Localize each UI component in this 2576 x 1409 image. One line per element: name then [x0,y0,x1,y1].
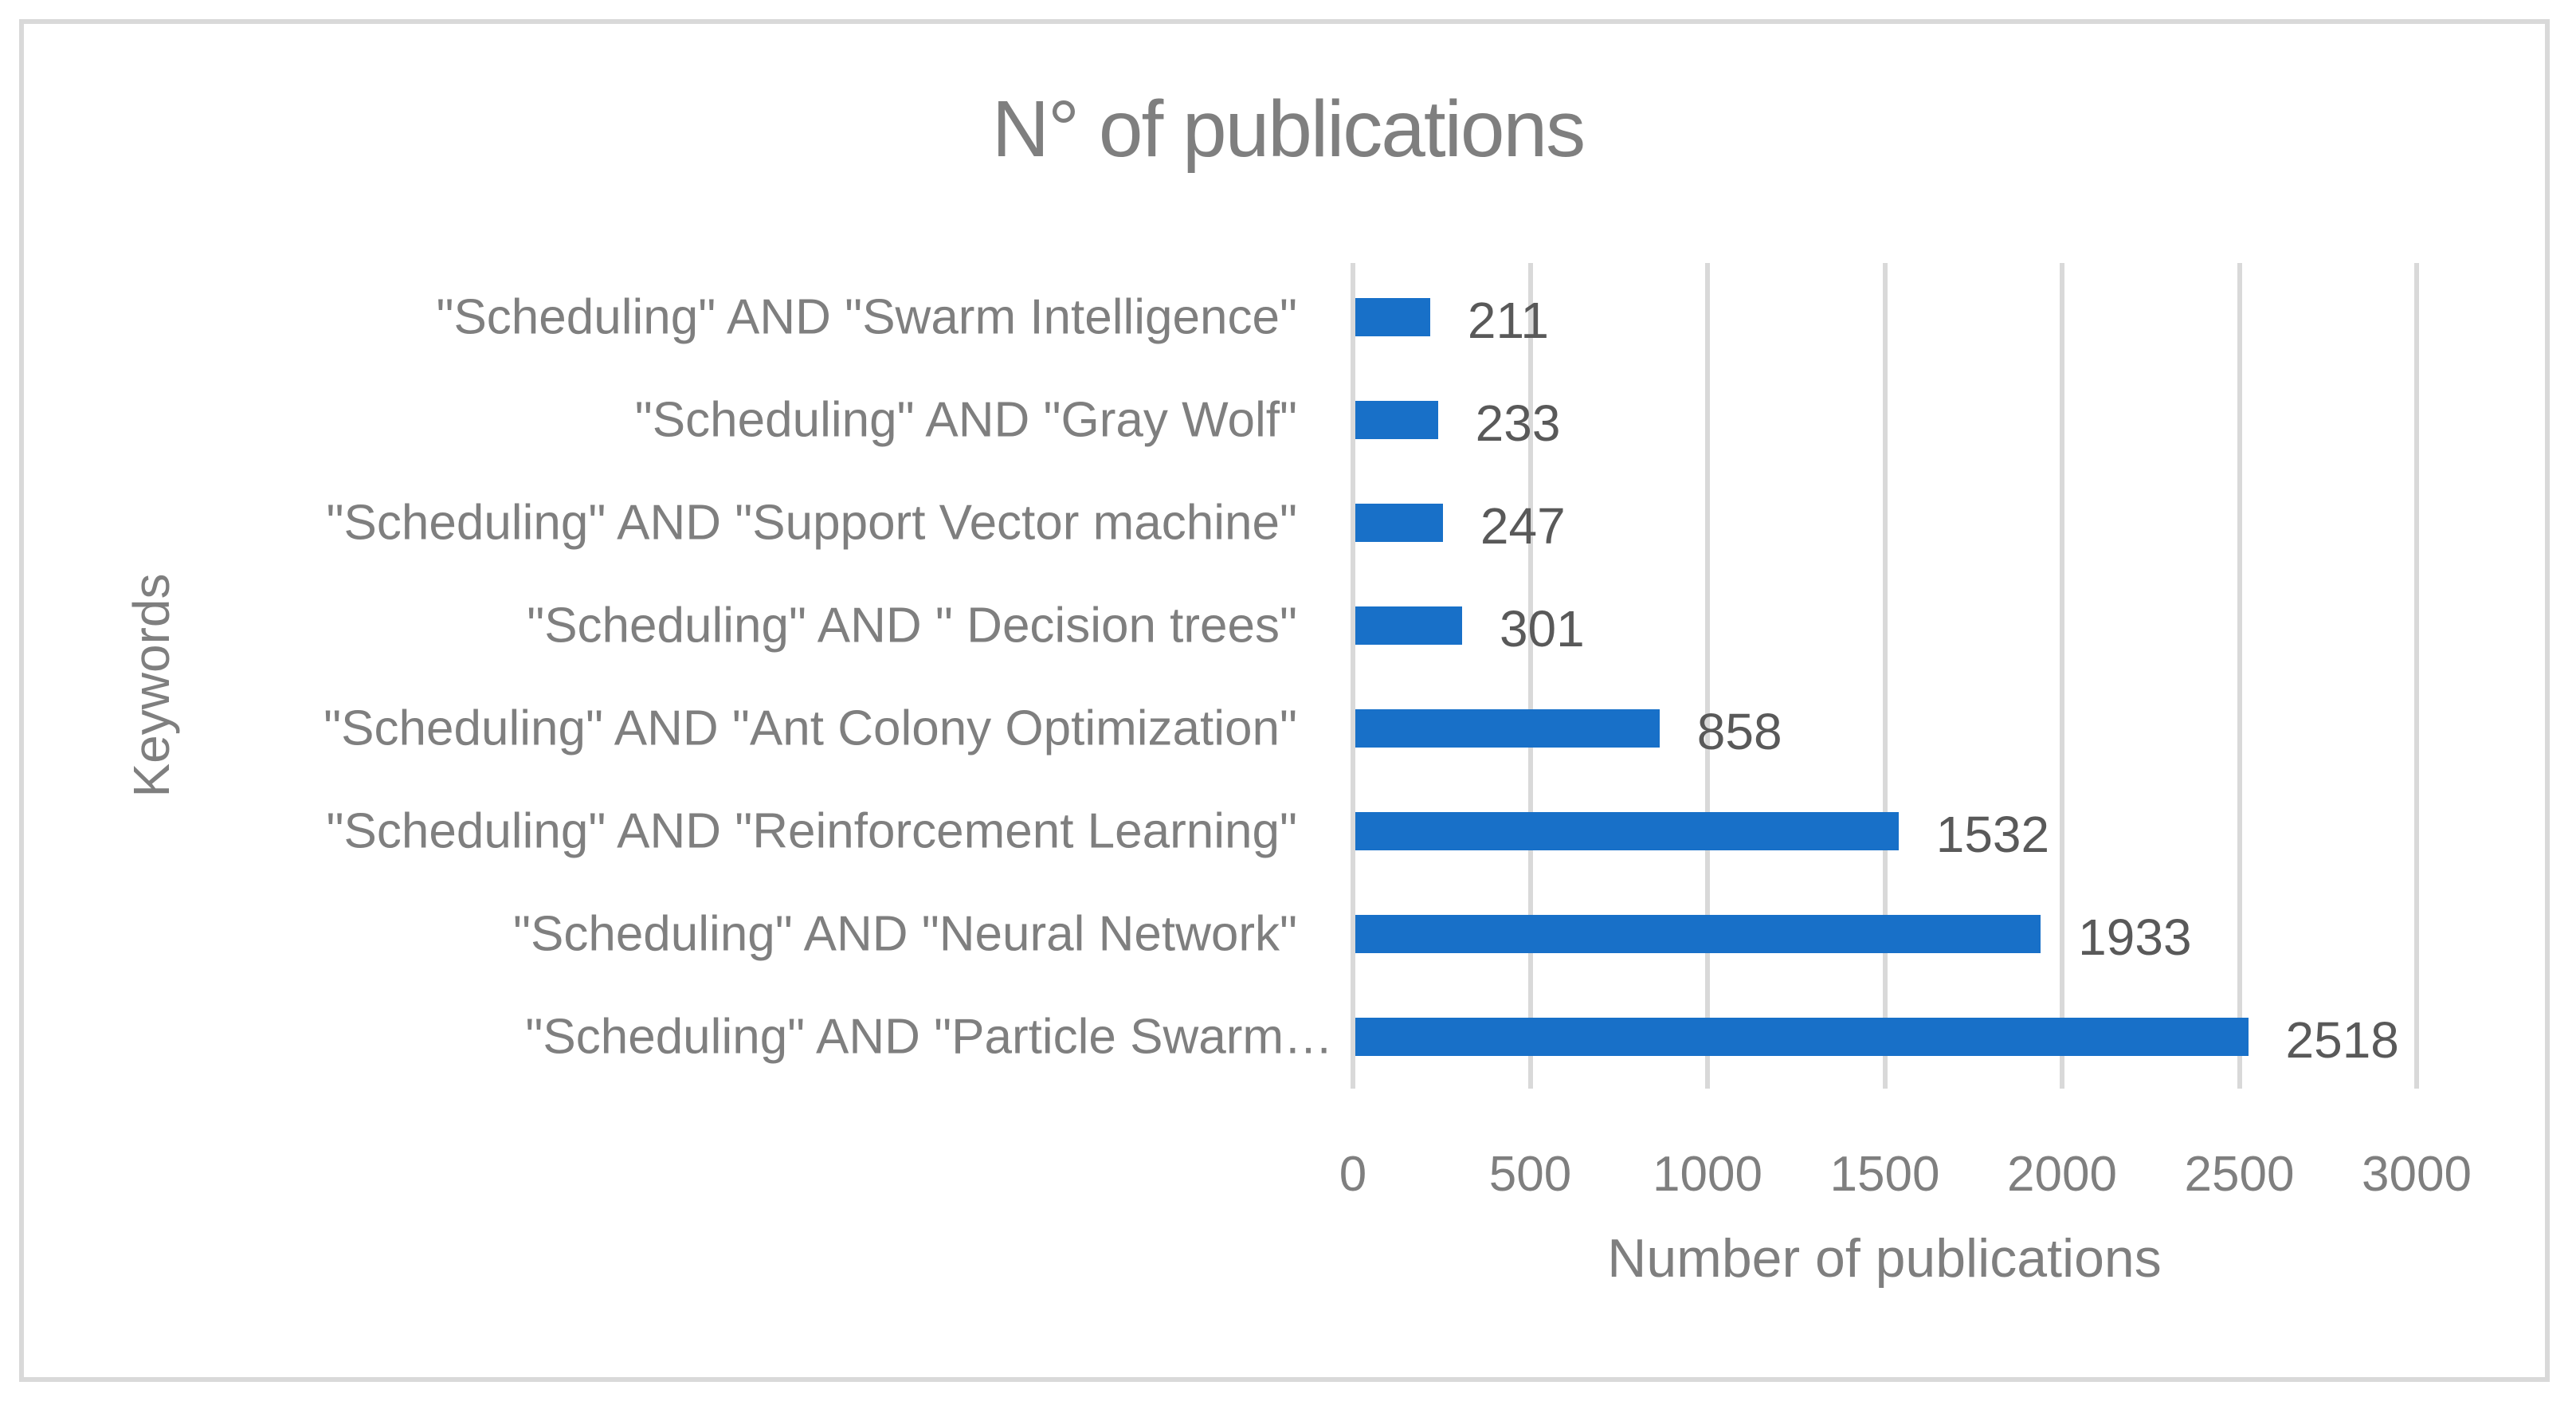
bar [1355,606,1462,645]
category-label: "Scheduling" AND "Swarm Intelligence" [436,289,1297,345]
data-label: 858 [1696,703,1782,760]
y-axis-label: Keywords [123,573,180,798]
gridline [2060,263,2064,1089]
chart-title: N° of publications [991,84,1586,174]
gridline [2237,263,2242,1089]
x-tick-label: 2000 [2007,1147,2117,1202]
gridline [2414,263,2419,1089]
category-label: "Scheduling" AND "Ant Colony Optimizatio… [323,701,1297,756]
bar [1355,709,1660,748]
bar [1355,812,1899,850]
x-tick-label: 0 [1339,1147,1367,1202]
x-tick-label: 1500 [1829,1147,1940,1202]
category-label: "Scheduling" AND "Neural Network" [512,906,1297,962]
category-label: "Scheduling" AND " Decision trees" [527,598,1297,653]
gridline [1882,263,1888,1089]
data-label: 211 [1467,292,1549,349]
plot-area: 0 500 1000 1500 2000 2500 3000 [1339,263,2472,1202]
data-label: 1933 [2078,909,2192,966]
data-label: 1532 [1935,806,2050,863]
bar [1355,504,1443,542]
data-label: 2518 [2285,1011,2399,1069]
data-label: 301 [1499,600,1585,657]
bar [1355,1018,2249,1056]
data-label: 247 [1480,497,1566,555]
x-tick-label: 500 [1488,1147,1572,1202]
category-label: "Scheduling" AND "Particle Swarm… [525,1009,1333,1065]
category-label: "Scheduling" AND "Support Vector machine… [326,495,1297,551]
x-axis-label: Number of publications [1607,1228,2162,1289]
bar [1355,401,1438,439]
category-label: "Scheduling" AND "Gray Wolf" [634,392,1297,448]
bar [1355,915,2041,953]
gridline [1527,263,1533,1089]
x-tick-label: 2500 [2184,1147,2295,1202]
gridline [1705,263,1710,1089]
bar [1355,298,1430,336]
data-label: 233 [1475,394,1561,452]
x-tick-label: 3000 [2362,1147,2472,1202]
chart-frame [19,19,2550,1382]
x-tick-label: 1000 [1653,1147,1762,1202]
gridline [1351,263,1355,1089]
category-label: "Scheduling" AND "Reinforcement Learning… [326,803,1297,859]
